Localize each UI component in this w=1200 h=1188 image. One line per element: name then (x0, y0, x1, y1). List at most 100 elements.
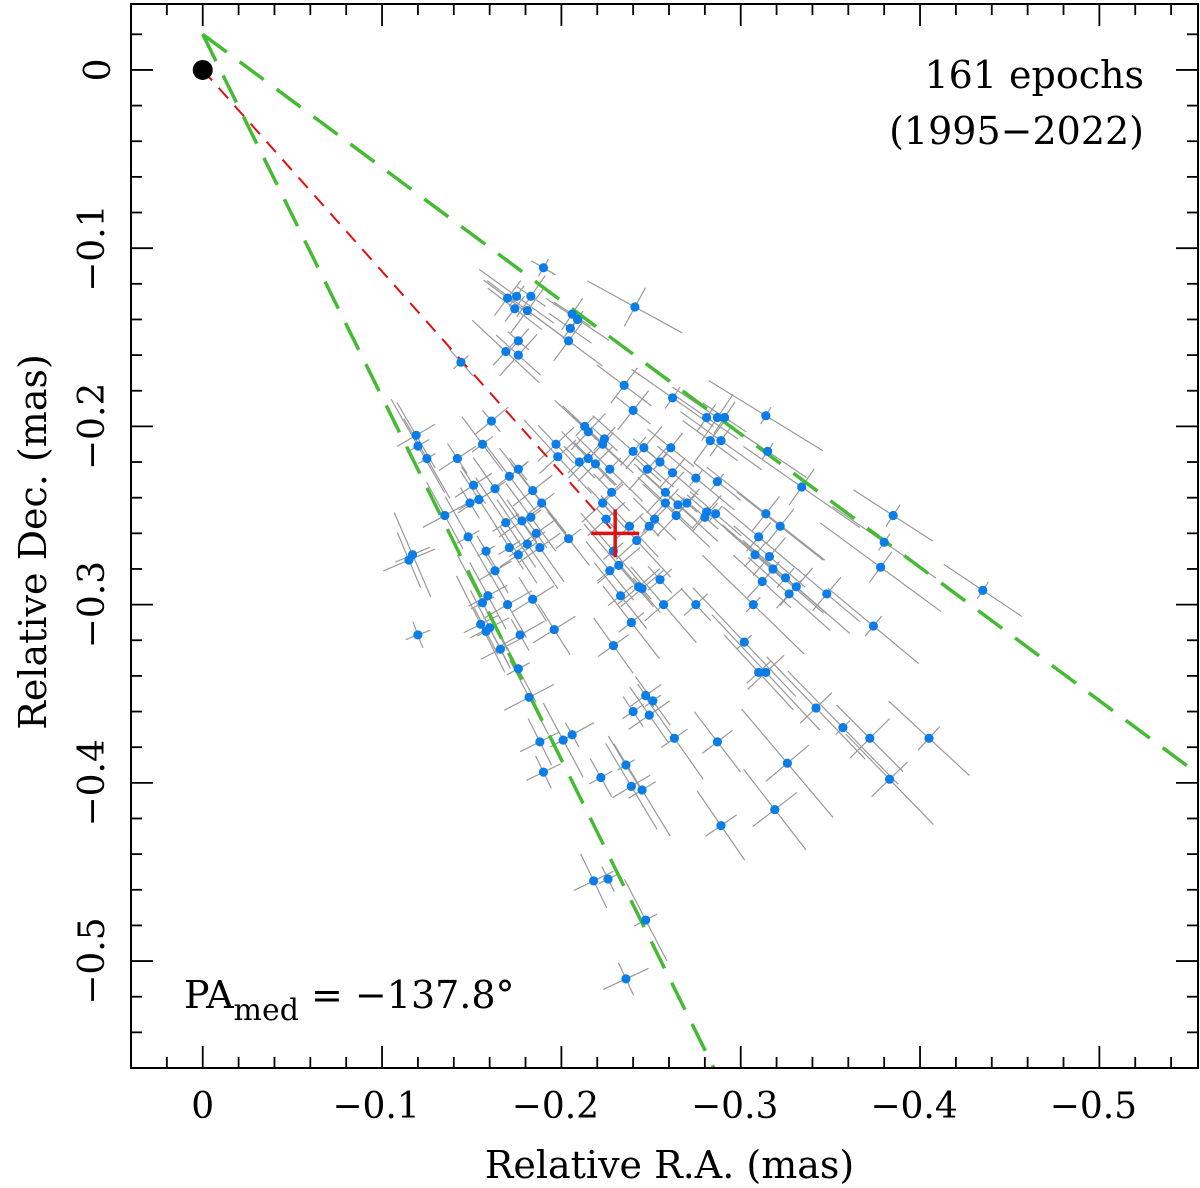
data-point (868, 621, 879, 631)
boundary-line (201, 32, 1198, 776)
data-point (549, 624, 559, 635)
data-point (553, 452, 563, 462)
data-point (711, 509, 721, 519)
data-point (476, 619, 486, 629)
data-point (719, 412, 730, 423)
data-point (565, 323, 575, 333)
data-point (517, 516, 527, 526)
data-point (739, 637, 749, 647)
data-point (641, 915, 651, 925)
data-point (637, 785, 647, 795)
markers (192, 59, 640, 558)
data-point (757, 576, 767, 587)
pa-value: = −137.8° (299, 973, 515, 1017)
data-point (411, 430, 421, 440)
data-point (838, 722, 848, 733)
data-point (440, 510, 450, 521)
data-point (486, 416, 497, 426)
data-point (666, 443, 676, 453)
data-point (413, 441, 423, 451)
data-point (782, 758, 792, 768)
data-point (628, 706, 638, 717)
data-point (558, 735, 568, 745)
data-point (501, 346, 511, 357)
data-point (474, 494, 484, 505)
data-point (504, 542, 514, 553)
tick-labels: 0 −0.1 −0.2 −0.3 −0.4 −0.5 0 −0.1 −0.2 −0.3 −0.4 −0… (72, 58, 1137, 1127)
data-point (528, 485, 538, 496)
data-point (705, 436, 715, 446)
data-point (606, 487, 617, 497)
data-point (567, 730, 577, 740)
data-point (763, 446, 773, 456)
x-tick-label: −0.1 (332, 1086, 419, 1127)
axis-ticks (131, 4, 1198, 1068)
data-point (865, 733, 875, 743)
data-point (700, 512, 710, 522)
data-point (655, 575, 665, 585)
data-point (822, 589, 832, 599)
data-point (490, 566, 500, 576)
data-point (422, 453, 432, 464)
data-point (535, 542, 545, 553)
data-point (452, 453, 462, 464)
data-point (513, 550, 523, 560)
data-point (650, 514, 660, 524)
data-point (797, 482, 807, 492)
data-point (716, 436, 726, 446)
data-point (583, 427, 593, 437)
data-point (485, 623, 495, 633)
data-point (614, 560, 624, 571)
data-point (522, 305, 532, 316)
data-point (761, 509, 771, 519)
x-tick-label: 0 (191, 1086, 214, 1127)
data-point (513, 336, 523, 346)
data-point (673, 500, 683, 510)
data-point (510, 304, 520, 314)
data-point (780, 573, 791, 583)
data-point (761, 411, 771, 421)
data-point (811, 703, 821, 713)
data-point (669, 733, 679, 743)
data-point (764, 551, 775, 562)
data-point (526, 512, 536, 522)
data-point (644, 521, 654, 531)
data-point (702, 412, 712, 423)
data-point (754, 667, 764, 677)
data-point (648, 696, 658, 706)
data-point (628, 405, 638, 415)
data-point (603, 874, 613, 884)
data-point (477, 439, 488, 449)
data-point (978, 585, 988, 595)
data-point (754, 532, 764, 542)
data-point (413, 630, 423, 640)
data-point (659, 600, 669, 610)
data-point (682, 498, 692, 508)
data-point (524, 692, 534, 702)
data-point (632, 535, 642, 546)
data-point (875, 562, 886, 572)
data-point (761, 667, 771, 677)
data-point (601, 514, 611, 524)
data-point (535, 737, 545, 747)
data-point (879, 537, 889, 547)
x-tick-label: −0.3 (691, 1086, 778, 1127)
data-point (407, 550, 418, 560)
data-point (750, 550, 760, 560)
data-point (495, 644, 506, 654)
data-point (598, 439, 608, 449)
y-tick-label: −0.1 (72, 204, 113, 291)
data-point (660, 498, 670, 508)
x-axis-title: Relative R.A. (mas) (485, 1143, 855, 1187)
data-point (784, 589, 794, 599)
x-tick-label: −0.4 (870, 1086, 957, 1127)
data-point (644, 710, 654, 720)
y-tick-label: −0.2 (72, 383, 113, 470)
data-point (712, 412, 723, 423)
y-tick-label: 0 (78, 58, 119, 81)
data-point (465, 498, 475, 508)
data-point (660, 487, 670, 497)
data-point (626, 617, 636, 628)
data-point (528, 594, 538, 604)
data-point (639, 443, 649, 453)
